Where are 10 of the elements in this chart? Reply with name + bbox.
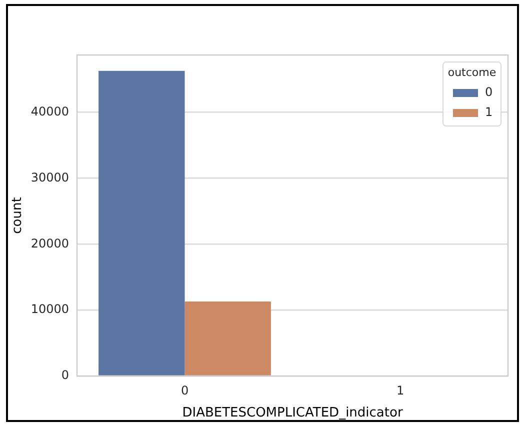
y-axis-title: count xyxy=(10,197,26,234)
y-tick-label: 40000 xyxy=(30,104,69,118)
legend-label: 1 xyxy=(485,105,493,120)
legend-label: 0 xyxy=(485,85,493,100)
y-tick-label: 0 xyxy=(61,368,69,382)
y-tick-label: 20000 xyxy=(30,236,69,250)
y-tick-label: 10000 xyxy=(30,302,69,316)
y-tick-label: 30000 xyxy=(30,170,69,184)
legend-title: outcome xyxy=(448,66,496,79)
x-axis-title: DIABETESCOMPLICATED_indicator xyxy=(182,406,404,421)
